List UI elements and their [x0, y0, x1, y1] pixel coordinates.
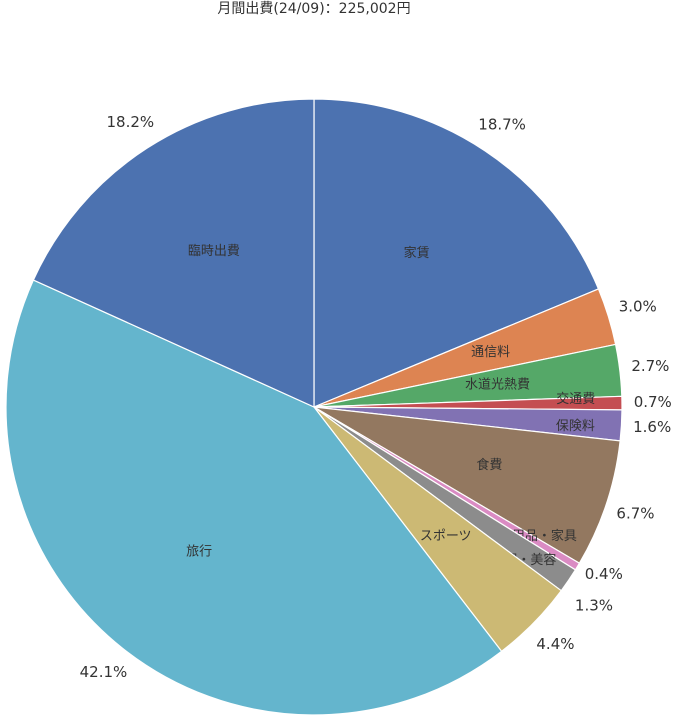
chart-title: 月間出費(24/09)：225,002円 — [217, 1, 411, 17]
pie-slice — [313, 406, 621, 565]
slice-name-label: 旅行 — [186, 544, 212, 559]
slice-percent-label: 4.4% — [536, 635, 574, 653]
pie-slice — [32, 98, 315, 408]
slice-name-label: 通信料 — [471, 345, 510, 360]
slice-name-label: 交通費 — [556, 391, 595, 407]
slice-name-label: 水道光熱費 — [465, 377, 530, 392]
slice-percent-label: 3.0% — [619, 298, 657, 316]
slice-name-label: 食費 — [476, 457, 502, 473]
slice-percent-label: 0.7% — [634, 393, 672, 411]
slice-percent-label: 0.4% — [585, 565, 623, 583]
slice-percent-label: 1.6% — [633, 418, 671, 436]
slice-name-label: 臨時出費 — [188, 244, 240, 259]
slice-percent-label: 18.7% — [478, 116, 526, 134]
slice-percent-label: 2.7% — [631, 357, 669, 375]
slice-name-label: スポーツ — [420, 529, 472, 544]
slice-name-label: 保険料 — [556, 419, 595, 434]
slice-percent-label: 42.1% — [80, 663, 128, 681]
pie-slice — [5, 279, 503, 716]
pie-slice — [313, 98, 600, 408]
slice-name-label: 家賃 — [404, 245, 430, 261]
slice-percent-label: 1.3% — [575, 596, 613, 614]
slice-percent-label: 6.7% — [616, 504, 654, 522]
slice-percent-label: 18.2% — [107, 113, 155, 131]
